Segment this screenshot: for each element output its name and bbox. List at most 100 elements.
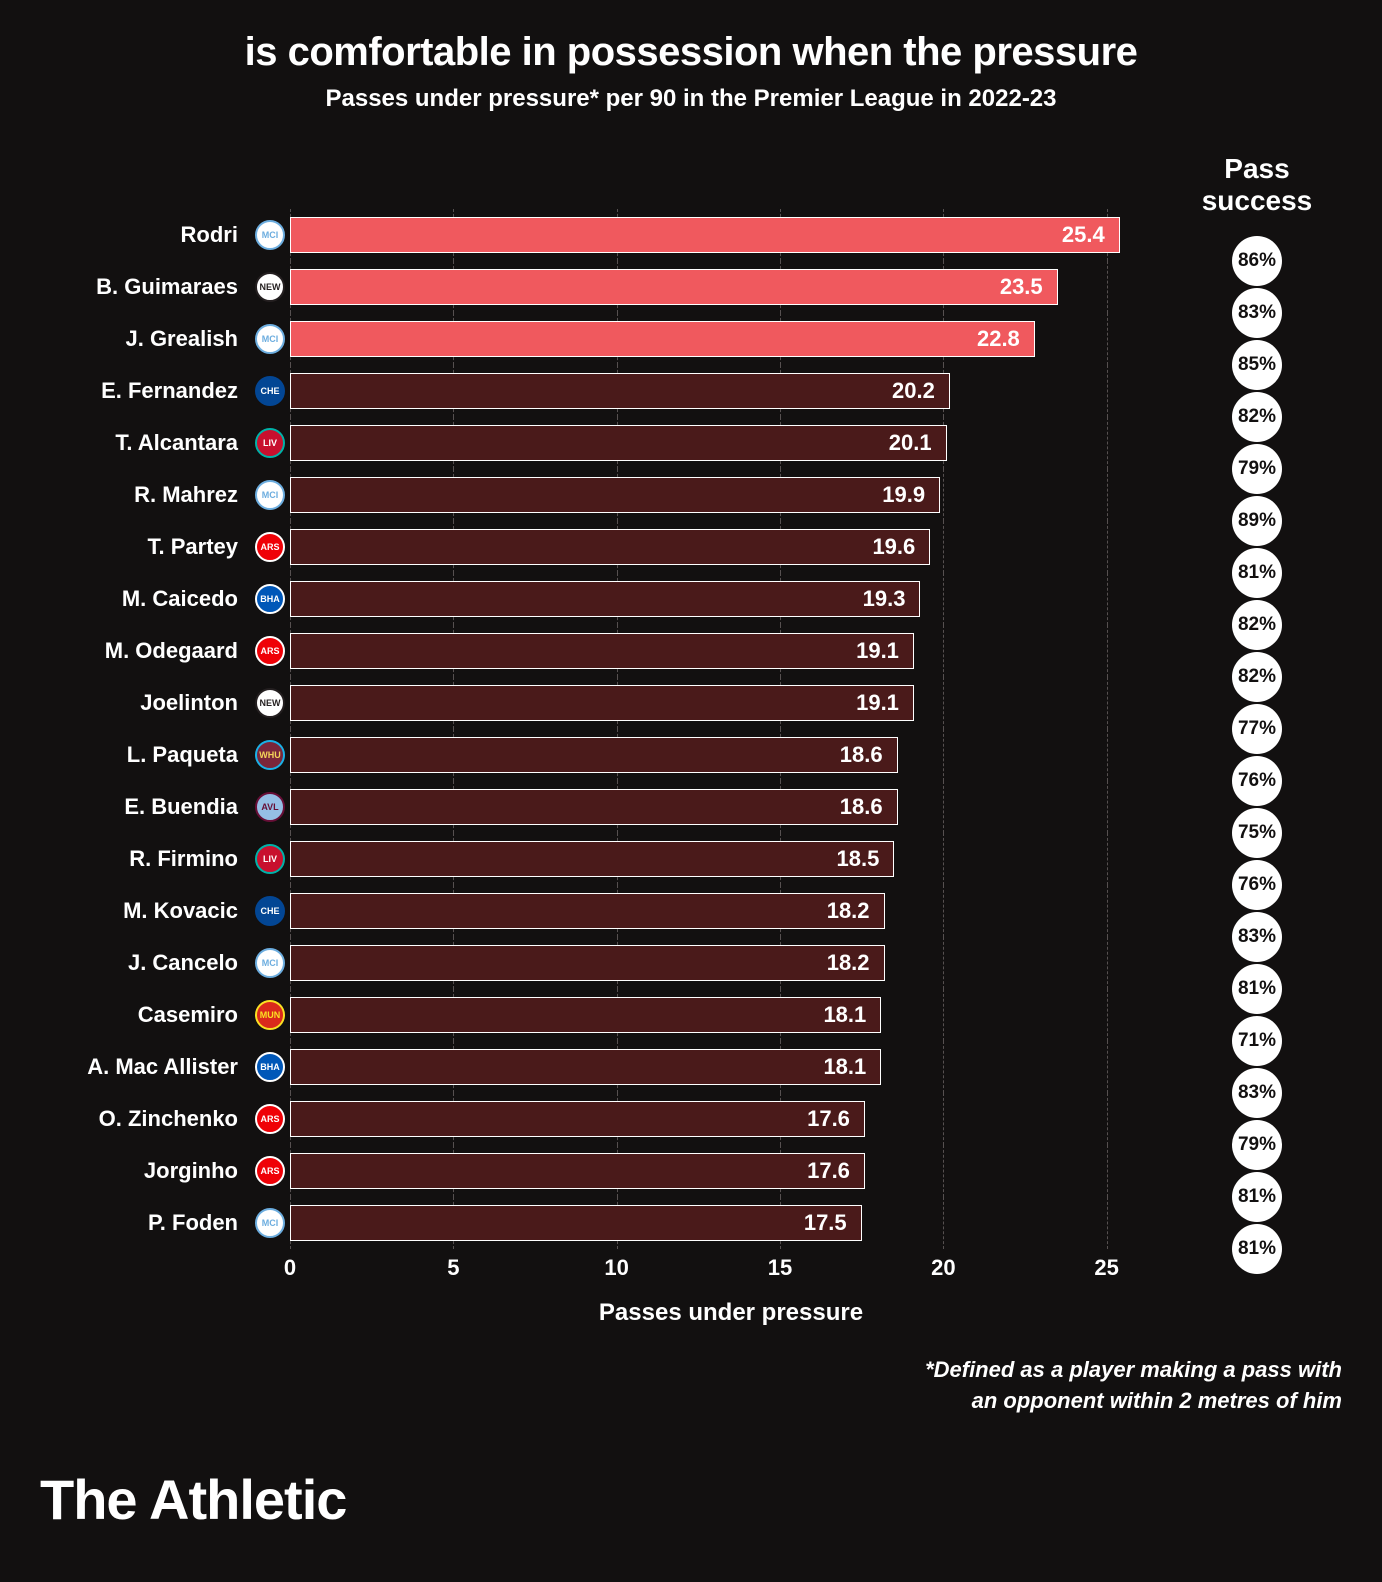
value-bar: 18.2 [290,945,885,981]
value-bar: 18.6 [290,789,898,825]
pass-success-badge: 82% [1232,652,1282,702]
player-row: R. MahrezMCI19.9 [40,469,1172,521]
bar-area: 19.1 [290,625,1172,677]
team-badge-icon: MCI [255,480,285,510]
value-bar: 18.6 [290,737,898,773]
chart-subtitle: Passes under pressure* per 90 in the Pre… [40,85,1342,113]
pass-success-badge: 83% [1232,288,1282,338]
team-badge-icon: NEW [255,272,285,302]
team-badge-icon: WHU [255,740,285,770]
player-name: T. Partey [40,534,250,560]
player-name: O. Zinchenko [40,1106,250,1132]
plot-region: RodriMCI25.4B. GuimaraesNEW23.5J. Greali… [40,209,1172,1249]
bar-area: 20.1 [290,417,1172,469]
team-badge-icon: MCI [255,1208,285,1238]
x-tick: 5 [447,1255,459,1281]
player-row: B. GuimaraesNEW23.5 [40,261,1172,313]
player-row: RodriMCI25.4 [40,209,1172,261]
team-badge-icon: BHA [255,584,285,614]
bar-area: 18.5 [290,833,1172,885]
player-row: O. ZinchenkoARS17.6 [40,1093,1172,1145]
pass-success-badge: 76% [1232,860,1282,910]
player-name: E. Fernandez [40,378,250,404]
team-badge-icon: CHE [255,896,285,926]
player-name: B. Guimaraes [40,274,250,300]
x-axis-label: Passes under pressure [290,1299,1172,1327]
team-badge-icon: MCI [255,948,285,978]
player-name: E. Buendia [40,794,250,820]
bar-area: 19.1 [290,677,1172,729]
pass-success-header: Pass success [1172,153,1342,217]
team-badge-icon: AVL [255,792,285,822]
bar-area: 25.4 [290,209,1172,261]
player-name: M. Kovacic [40,898,250,924]
value-bar: 17.6 [290,1153,865,1189]
value-bar: 18.2 [290,893,885,929]
bar-area: 18.2 [290,937,1172,989]
pass-success-badge: 81% [1232,1172,1282,1222]
team-badge-icon: MUN [255,1000,285,1030]
bar-area: 20.2 [290,365,1172,417]
team-badge-icon: CHE [255,376,285,406]
player-name: A. Mac Allister [40,1054,250,1080]
x-tick: 20 [931,1255,955,1281]
value-bar: 20.1 [290,425,947,461]
pass-success-badge: 75% [1232,808,1282,858]
x-tick: 15 [768,1255,792,1281]
bar-area: 19.3 [290,573,1172,625]
value-bar: 25.4 [290,217,1120,253]
player-name: J. Grealish [40,326,250,352]
value-bar: 19.6 [290,529,930,565]
pass-success-badge: 76% [1232,756,1282,806]
value-bar: 23.5 [290,269,1058,305]
bar-area: 17.6 [290,1145,1172,1197]
x-axis-ticks: 0510152025 [290,1255,1172,1285]
player-name: Jorginho [40,1158,250,1184]
player-name: Casemiro [40,1002,250,1028]
player-row: P. FodenMCI17.5 [40,1197,1172,1249]
player-row: JoelintonNEW19.1 [40,677,1172,729]
chart-title: is comfortable in possession when the pr… [40,30,1342,75]
value-bar: 19.1 [290,633,914,669]
team-badge-icon: LIV [255,428,285,458]
bar-area: 22.8 [290,313,1172,365]
value-bar: 19.1 [290,685,914,721]
bar-area: 18.1 [290,1041,1172,1093]
pass-success-badge: 81% [1232,1224,1282,1274]
player-name: J. Cancelo [40,950,250,976]
bar-area: 17.5 [290,1197,1172,1249]
team-badge-icon: ARS [255,636,285,666]
player-name: Joelinton [40,690,250,716]
pass-success-badge: 82% [1232,392,1282,442]
team-badge-icon: ARS [255,1104,285,1134]
brand-logo: The Athletic [40,1467,1342,1532]
bar-area: 18.1 [290,989,1172,1041]
bar-area: 18.6 [290,781,1172,833]
player-name: T. Alcantara [40,430,250,456]
bar-area: 18.6 [290,729,1172,781]
pass-success-badge: 83% [1232,912,1282,962]
bar-area: 19.9 [290,469,1172,521]
pass-success-column: Pass success 86%83%85%82%79%89%81%82%82%… [1172,153,1342,1275]
value-bar: 19.9 [290,477,940,513]
player-row: M. CaicedoBHA19.3 [40,573,1172,625]
pass-success-badge: 79% [1232,444,1282,494]
pass-success-badge: 82% [1232,600,1282,650]
player-name: R. Mahrez [40,482,250,508]
value-bar: 18.5 [290,841,894,877]
value-bar: 17.5 [290,1205,862,1241]
value-bar: 18.1 [290,1049,881,1085]
value-bar: 17.6 [290,1101,865,1137]
pass-success-badge: 81% [1232,964,1282,1014]
player-row: J. CanceloMCI18.2 [40,937,1172,989]
team-badge-icon: ARS [255,532,285,562]
player-name: R. Firmino [40,846,250,872]
player-row: M. KovacicCHE18.2 [40,885,1172,937]
value-bar: 22.8 [290,321,1035,357]
player-row: M. OdegaardARS19.1 [40,625,1172,677]
pass-success-badge: 86% [1232,236,1282,286]
chart-container: RodriMCI25.4B. GuimaraesNEW23.5J. Greali… [40,153,1342,1327]
team-badge-icon: MCI [255,220,285,250]
x-axis: 0510152025 [40,1255,1172,1285]
player-name: M. Caicedo [40,586,250,612]
